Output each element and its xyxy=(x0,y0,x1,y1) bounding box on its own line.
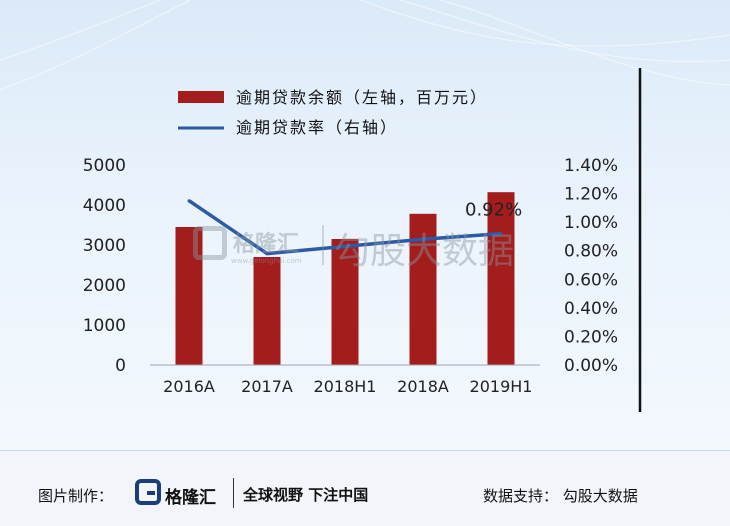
footer: 图片制作： 格隆汇 全球视野 下注中国 数据支持： 勾股大数据 xyxy=(0,450,730,526)
legend-line-label: 逾期贷款率（右轴） xyxy=(236,118,398,137)
watermark-brand: 格隆汇 xyxy=(233,232,300,257)
line-series: 0.92% xyxy=(187,199,522,256)
bar xyxy=(253,257,281,365)
brand-logo-icon xyxy=(135,479,161,505)
right-tick-label: 0.20% xyxy=(564,327,618,347)
left-tick-label: 1000 xyxy=(83,316,126,336)
watermark-text: 勾股大数据 xyxy=(334,231,515,272)
line-point xyxy=(343,244,347,248)
credit-label: 图片制作： xyxy=(38,487,114,505)
right-tick-label: 0.60% xyxy=(564,270,618,290)
x-tick-label: 2016A xyxy=(163,377,215,396)
left-axis: 0 1000 2000 3000 4000 5000 xyxy=(83,156,126,376)
left-tick-label: 5000 xyxy=(83,156,126,176)
right-tick-label: 1.40% xyxy=(564,156,618,176)
line-point xyxy=(499,232,503,236)
right-tick-label: 0.00% xyxy=(564,356,618,376)
watermark-divider xyxy=(322,225,324,265)
watermark-logo-icon xyxy=(193,226,227,260)
x-axis: 2016A 2017A 2018H1 2018A 2019H1 xyxy=(150,364,540,396)
bar xyxy=(331,239,359,365)
right-tick-label: 1.20% xyxy=(564,185,618,205)
brand-slogan: 全球视野 下注中国 xyxy=(243,486,369,504)
bar xyxy=(487,192,515,365)
chart-area: 逾期贷款余额（左轴，百万元） 逾期贷款率（右轴） 0.92% 0 1000 2000 3… xyxy=(0,0,730,450)
left-tick-label: 2000 xyxy=(83,276,126,296)
x-tick-label: 2019H1 xyxy=(470,377,533,396)
line-point xyxy=(421,237,425,241)
data-source: 数据支持： 勾股大数据 xyxy=(483,487,638,505)
right-tick-label: 1.00% xyxy=(564,213,618,233)
bar-series xyxy=(175,192,515,365)
line-point xyxy=(187,199,191,203)
brand-name: 格隆汇 xyxy=(165,488,216,508)
x-tick-label: 2017A xyxy=(241,377,293,396)
chart-legend: 逾期贷款余额（左轴，百万元） 逾期贷款率（右轴） xyxy=(178,88,488,137)
line-point xyxy=(265,252,269,256)
background-waves xyxy=(0,0,730,91)
legend-bar-swatch xyxy=(178,91,224,103)
left-tick-label: 4000 xyxy=(83,196,126,216)
bar xyxy=(175,227,203,365)
legend-bar-label: 逾期贷款余额（左轴，百万元） xyxy=(236,88,488,107)
right-tick-label: 0.80% xyxy=(564,242,618,262)
combo-chart: 逾期贷款余额（左轴，百万元） 逾期贷款率（右轴） 0.92% 0 1000 2000 3… xyxy=(0,0,730,412)
right-axis: 0.00% 0.20% 0.40% 0.60% 0.80% 1.00% 1.20% 1.40% xyxy=(564,156,618,376)
brand-divider xyxy=(233,478,234,508)
left-tick-label: 3000 xyxy=(83,236,126,256)
right-tick-label: 0.40% xyxy=(564,299,618,319)
watermark-site: www.gelonghui.com xyxy=(231,257,302,265)
data-label: 0.92% xyxy=(465,200,522,221)
x-tick-label: 2018H1 xyxy=(314,377,377,396)
x-tick-label: 2018A xyxy=(397,377,449,396)
left-tick-label: 0 xyxy=(115,356,126,376)
